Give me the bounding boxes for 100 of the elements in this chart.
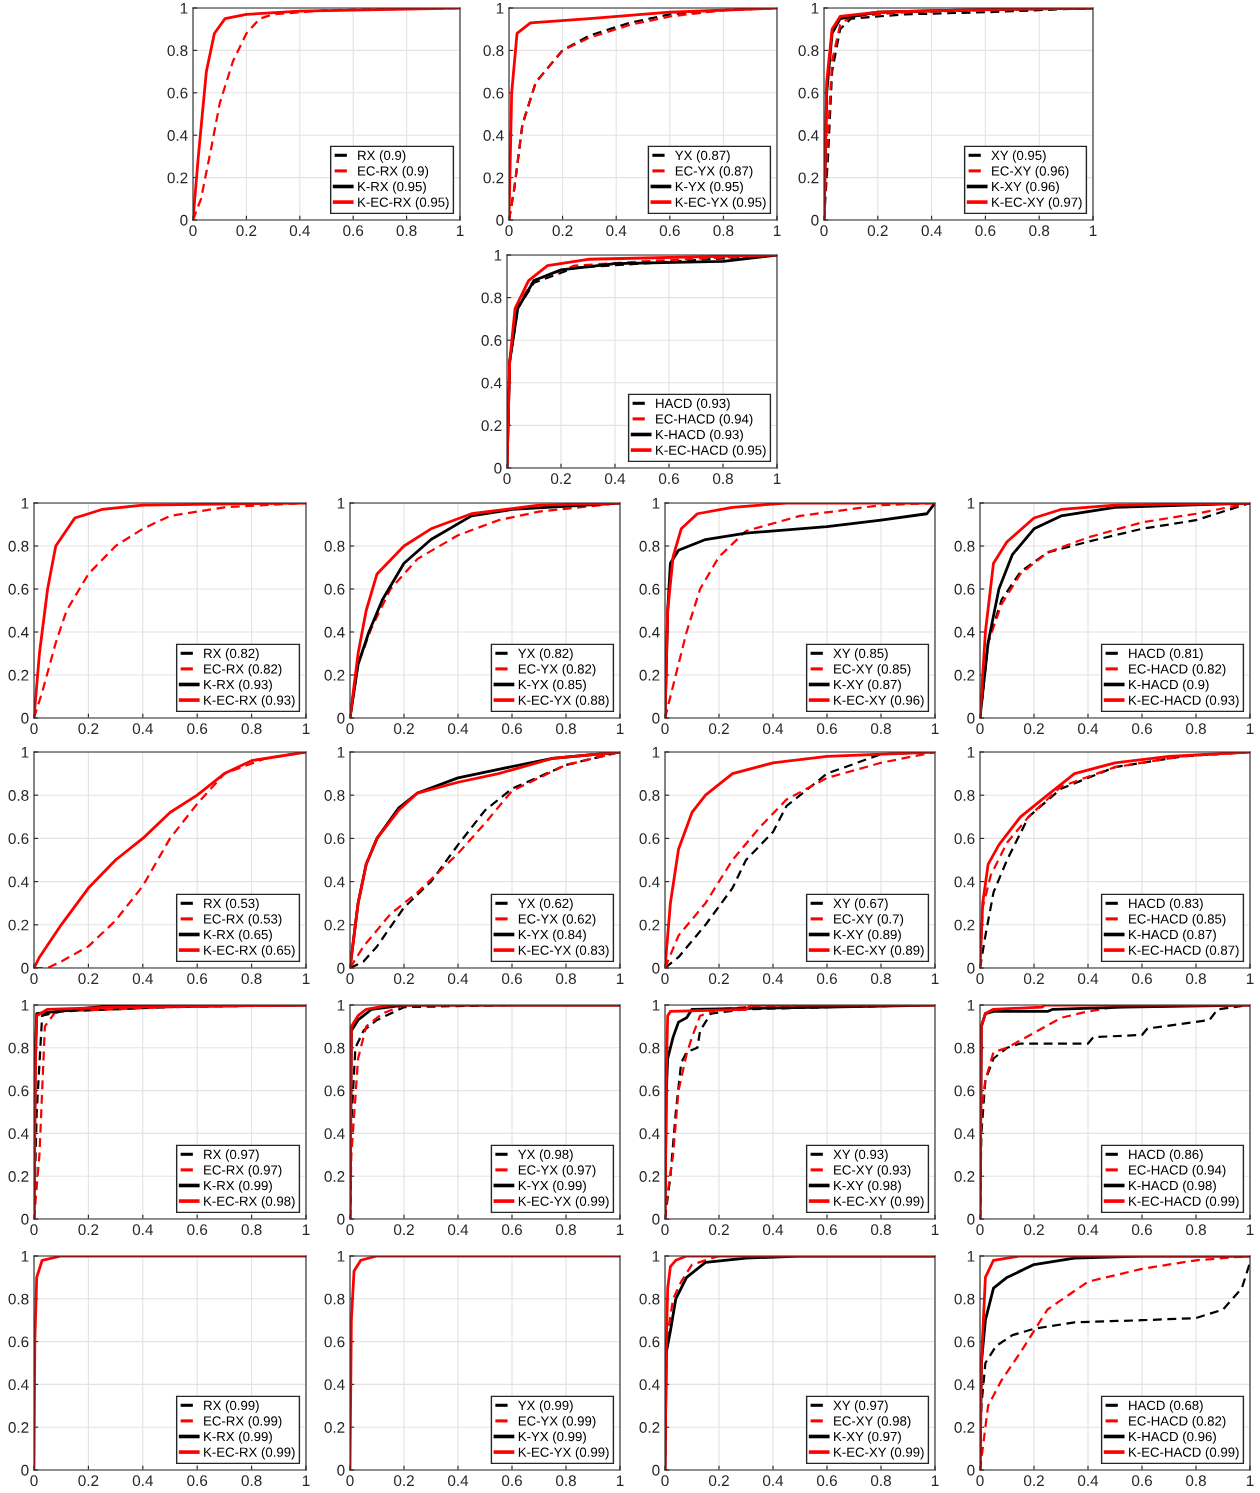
y-tick-label: 1 (967, 498, 975, 509)
y-tick-label: 0.8 (954, 790, 975, 801)
y-tick-label: 0.8 (8, 790, 29, 801)
y-tick-label: 0.4 (483, 130, 504, 141)
legend-label: HACD (0.93) (656, 398, 730, 411)
x-tick-label: 0.2 (393, 973, 414, 985)
y-tick-label: 0.6 (324, 833, 345, 845)
legend-label: EC-RX (0.99) (204, 1415, 282, 1429)
y-tick-label: 1 (21, 498, 29, 509)
x-tick-label: 1 (773, 225, 781, 236)
x-tick-label: 0 (976, 723, 984, 735)
y-tick-label: 1 (496, 3, 504, 14)
y-tick-label: 0.4 (954, 1379, 975, 1391)
y-tick-label: 0.4 (639, 1128, 660, 1140)
x-tick-label: 1 (302, 1475, 310, 1486)
x-tick-label: 1 (302, 1224, 310, 1235)
legend-label: K-RX (0.93) (204, 679, 272, 692)
legend-label: K-EC-YX (0.95) (675, 197, 766, 210)
x-tick-label: 0 (976, 1224, 984, 1236)
legend-label: K-EC-YX (0.99) (518, 1196, 609, 1209)
y-tick-label: 1 (652, 1251, 660, 1262)
legend-label: K-YX (0.99) (518, 1180, 586, 1193)
y-tick-label: 0.4 (324, 1128, 345, 1140)
y-tick-label: 0 (21, 962, 29, 974)
y-tick-label: 0.4 (639, 876, 660, 888)
y-tick-label: 1 (337, 1000, 345, 1011)
x-tick-label: 0.4 (1077, 973, 1099, 985)
x-tick-label: 1 (302, 973, 310, 984)
y-tick-label: 0.2 (954, 919, 975, 931)
y-tick-label: 0.8 (8, 1042, 29, 1054)
x-tick-label: 0.4 (604, 473, 626, 485)
y-tick-label: 0.4 (954, 626, 975, 638)
legend-label: K-YX (0.95) (675, 181, 743, 194)
x-tick-label: 1 (1246, 1475, 1254, 1486)
y-tick-label: 0.8 (8, 1293, 29, 1305)
x-tick-label: 0.8 (1029, 225, 1050, 237)
x-tick-label: 0.4 (447, 1475, 469, 1487)
x-tick-label: 0 (346, 973, 354, 985)
y-tick-label: 0.4 (8, 1128, 29, 1140)
y-tick-label: 0.6 (8, 583, 29, 595)
legend-label: EC-YX (0.97) (518, 1164, 596, 1178)
x-tick-label: 0.4 (762, 1224, 784, 1236)
y-tick-label: 0.2 (324, 669, 345, 681)
y-tick-label: 0.2 (639, 919, 660, 931)
legend-label: XY (0.97) (833, 1400, 888, 1413)
y-tick-label: 1 (652, 747, 660, 758)
legend-label: K-YX (0.99) (518, 1431, 586, 1444)
y-tick-label: 0.2 (8, 919, 29, 931)
y-tick-label: 1 (337, 1251, 345, 1262)
legend-label: K-EC-XY (0.89) (834, 945, 924, 958)
y-tick-label: 0 (337, 1464, 345, 1476)
x-tick-label: 0.8 (241, 1224, 262, 1236)
legend-label: K-YX (0.85) (518, 679, 586, 692)
y-tick-label: 0.6 (639, 583, 660, 595)
x-tick-label: 0.6 (1131, 1475, 1152, 1487)
legend-label: K-EC-HACD (0.95) (656, 445, 766, 458)
y-tick-label: 0.6 (639, 1085, 660, 1097)
y-tick-label: 0.4 (954, 876, 975, 888)
x-tick-label: 0.2 (78, 973, 99, 985)
legend-label: HACD (0.68) (1129, 1400, 1203, 1413)
x-tick-label: 1 (773, 473, 781, 484)
y-tick-label: 0 (652, 962, 660, 974)
legend-label: K-EC-XY (0.99) (834, 1447, 924, 1460)
y-tick-label: 0 (180, 214, 188, 226)
x-tick-label: 0.8 (712, 473, 733, 485)
y-tick-label: 0 (652, 712, 660, 724)
y-tick-label: 0.8 (324, 540, 345, 552)
legend-label: HACD (0.86) (1129, 1149, 1203, 1162)
y-tick-label: 0.8 (798, 45, 819, 57)
legend-label: EC-XY (0.93) (834, 1164, 911, 1178)
x-tick-label: 1 (302, 723, 310, 734)
x-tick-label: 0.6 (1131, 973, 1152, 985)
x-tick-label: 0 (976, 973, 984, 985)
legend-label: K-HACD (0.98) (1129, 1180, 1216, 1193)
x-tick-label: 0.8 (555, 973, 576, 985)
legend-label: K-EC-RX (0.95) (358, 197, 449, 210)
y-tick-label: 0.4 (8, 626, 29, 638)
x-tick-label: 0.8 (870, 973, 891, 985)
x-tick-label: 0.8 (396, 225, 417, 237)
x-tick-label: 1 (616, 723, 624, 734)
y-tick-label: 1 (21, 1000, 29, 1011)
x-tick-label: 0.4 (132, 1475, 153, 1487)
legend-label: K-EC-RX (0.98) (204, 1196, 295, 1209)
y-tick-label: 0.8 (639, 790, 660, 801)
y-tick-label: 1 (494, 250, 502, 261)
x-tick-label: 0 (661, 1224, 669, 1236)
x-tick-label: 0.8 (870, 1224, 891, 1236)
y-tick-label: 0 (967, 712, 975, 724)
y-tick-label: 0.6 (954, 833, 975, 845)
x-tick-label: 1 (931, 973, 939, 984)
x-tick-label: 0.2 (393, 1475, 414, 1487)
x-tick-label: 0.4 (1077, 723, 1099, 735)
x-tick-label: 0.2 (1023, 1224, 1044, 1236)
y-tick-label: 0.6 (798, 87, 819, 99)
legend-label: EC-HACD (0.94) (1129, 1164, 1226, 1178)
legend-label: EC-YX (0.82) (518, 663, 596, 677)
x-tick-label: 0 (346, 1475, 354, 1487)
legend-label: EC-HACD (0.85) (1129, 913, 1226, 927)
x-tick-label: 0 (820, 225, 828, 237)
y-tick-label: 0 (967, 1464, 975, 1476)
